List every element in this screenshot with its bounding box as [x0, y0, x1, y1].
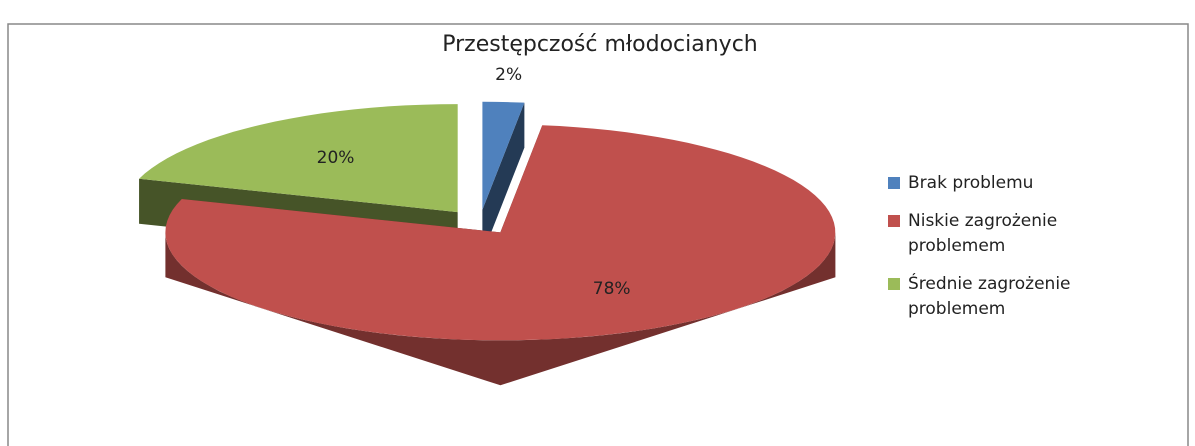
data-label: 78% — [593, 279, 631, 299]
legend-label: Niskie zagrożenie problemem — [908, 211, 1057, 256]
slice-side — [482, 102, 525, 255]
slice — [165, 125, 836, 341]
slice — [482, 101, 525, 210]
legend-swatch — [888, 215, 900, 227]
legend-label: Brak problemu — [908, 173, 1033, 193]
slice-wall — [165, 232, 836, 386]
data-label: 2% — [495, 65, 522, 85]
legend-label: Średnie zagrożenie problemem — [908, 272, 1071, 319]
legend-swatch — [888, 278, 900, 290]
chart-title: Przestępczość młodocianych — [442, 32, 758, 57]
data-label: 20% — [317, 148, 355, 168]
legend-swatch — [888, 177, 900, 189]
slice — [139, 104, 458, 213]
